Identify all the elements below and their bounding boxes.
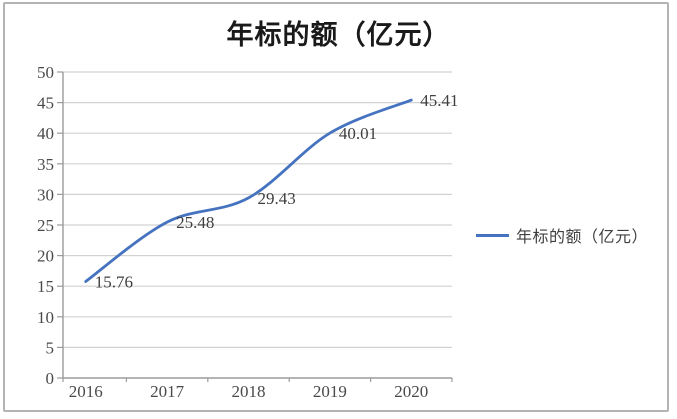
data-point-label: 25.48 xyxy=(176,213,214,232)
data-point-label: 15.76 xyxy=(95,273,133,292)
legend-line-swatch xyxy=(476,233,509,237)
legend-label: 年标的额（亿元） xyxy=(516,229,649,246)
y-axis-tick-label: 30 xyxy=(37,185,54,204)
data-point-label: 29.43 xyxy=(258,189,296,208)
x-axis-tick-label: 2020 xyxy=(394,382,428,401)
legend: 年标的额（亿元） xyxy=(476,222,648,248)
y-axis-tick-label: 45 xyxy=(37,94,54,113)
data-point-label: 45.41 xyxy=(420,91,458,110)
x-axis-tick-label: 2017 xyxy=(150,382,185,401)
x-axis-tick-label: 2016 xyxy=(69,382,103,401)
chart-title: 年标的额（亿元） xyxy=(226,20,451,50)
y-axis-tick-label: 50 xyxy=(37,63,54,82)
chart-frame xyxy=(3,2,669,412)
y-axis-tick-label: 25 xyxy=(37,216,54,235)
y-axis-tick-label: 5 xyxy=(46,338,55,357)
y-axis-tick-label: 35 xyxy=(37,155,54,174)
y-axis-tick-label: 10 xyxy=(37,308,54,327)
y-axis-tick-label: 40 xyxy=(37,124,54,143)
y-axis-tick-label: 15 xyxy=(37,277,54,296)
series-line xyxy=(84,98,413,283)
x-axis-tick-label: 2018 xyxy=(232,382,266,401)
data-point-label: 40.01 xyxy=(339,124,377,143)
y-axis-tick-label: 0 xyxy=(46,369,55,388)
y-axis-tick-label: 20 xyxy=(37,247,54,266)
x-axis-tick-label: 2019 xyxy=(313,382,347,401)
